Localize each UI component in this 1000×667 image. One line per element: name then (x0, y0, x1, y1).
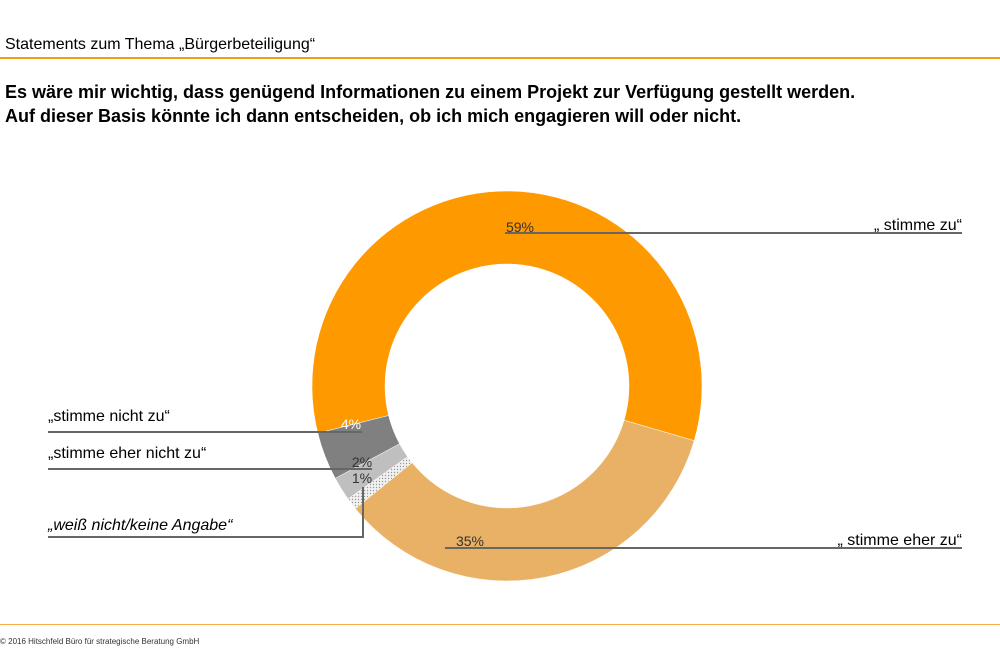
leader-line (48, 487, 364, 538)
donut-slice (311, 190, 703, 442)
donut-slice (354, 419, 695, 582)
question-text: Es wäre mir wichtig, dass genügend Infor… (5, 80, 855, 128)
footer-divider (0, 624, 1000, 625)
copyright: © 2016 Hitschfeld Büro für strategische … (0, 637, 200, 646)
slice-value-label: 35% (456, 533, 484, 549)
slice-category-label: „stimme nicht zu“ (48, 408, 170, 425)
slice-category-label: „ stimme eher zu“ (838, 532, 962, 549)
slice-category-label: „stimme eher nicht zu“ (48, 445, 206, 462)
slice-value-label: 59% (506, 219, 534, 235)
slice-value-label: 2% (352, 454, 372, 470)
slice-category-label: „weiß nicht/keine Angabe“ (47, 517, 234, 534)
slice-value-label: 4% (341, 416, 361, 432)
slice-value-label: 1% (352, 470, 372, 486)
question-line-2: Auf dieser Basis könnte ich dann entsche… (5, 106, 742, 126)
question-line-1: Es wäre mir wichtig, dass genügend Infor… (5, 82, 856, 102)
slice-category-label: „ stimme zu“ (874, 217, 962, 234)
header-divider (0, 57, 1000, 59)
slide-header: Statements zum Thema „Bürgerbeteiligung“ (5, 36, 316, 53)
